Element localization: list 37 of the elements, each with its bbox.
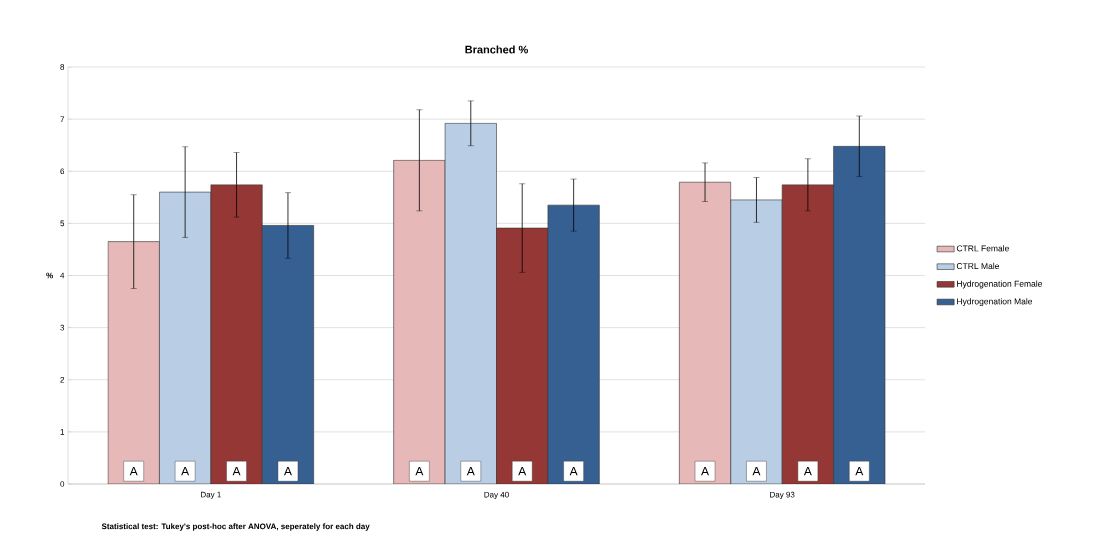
bar — [833, 145, 886, 484]
y-tick-label: 7 — [60, 116, 65, 122]
data-label: A — [415, 467, 424, 476]
data-label: A — [181, 467, 190, 476]
y-tick-label: 4 — [60, 272, 65, 279]
data-label: A — [232, 467, 241, 476]
legend-label: CTRL Male — [956, 262, 1000, 270]
data-label: A — [752, 467, 761, 476]
bar — [781, 184, 834, 484]
chart-title: Branched % — [465, 45, 528, 54]
y-tick-label: 3 — [60, 324, 65, 331]
data-label: A — [129, 467, 138, 476]
legend-label: CTRL Female — [956, 245, 1009, 252]
bar — [547, 204, 600, 484]
x-tick-label: Day 93 — [770, 491, 795, 500]
bar — [496, 227, 549, 484]
data-label: A — [855, 467, 864, 476]
x-tick-label: Day 1 — [201, 491, 221, 499]
data-label: A — [701, 467, 710, 476]
data-label: A — [466, 467, 475, 476]
bar — [261, 225, 314, 484]
data-label: A — [283, 467, 292, 476]
y-tick-label: 8 — [60, 64, 65, 70]
x-tick-label: Day 40 — [484, 491, 509, 500]
y-tick-label: 1 — [60, 429, 65, 435]
data-label: A — [803, 467, 812, 476]
legend-label: Hydrogenation Female — [957, 280, 1043, 289]
y-axis-title: % — [46, 272, 53, 279]
y-tick-label: 6 — [60, 168, 65, 175]
data-label: A — [518, 467, 527, 476]
legend-label: Hydrogenation Male — [957, 298, 1033, 307]
y-tick-label: 0 — [60, 481, 65, 487]
data-label: A — [569, 467, 578, 476]
bar — [210, 184, 263, 484]
y-tick-label: 5 — [60, 220, 65, 227]
text: Statistical test: Tukey's post-hoc after ANOVA, seperately for each day — [101, 523, 370, 531]
y-tick-label: 2 — [60, 376, 65, 383]
